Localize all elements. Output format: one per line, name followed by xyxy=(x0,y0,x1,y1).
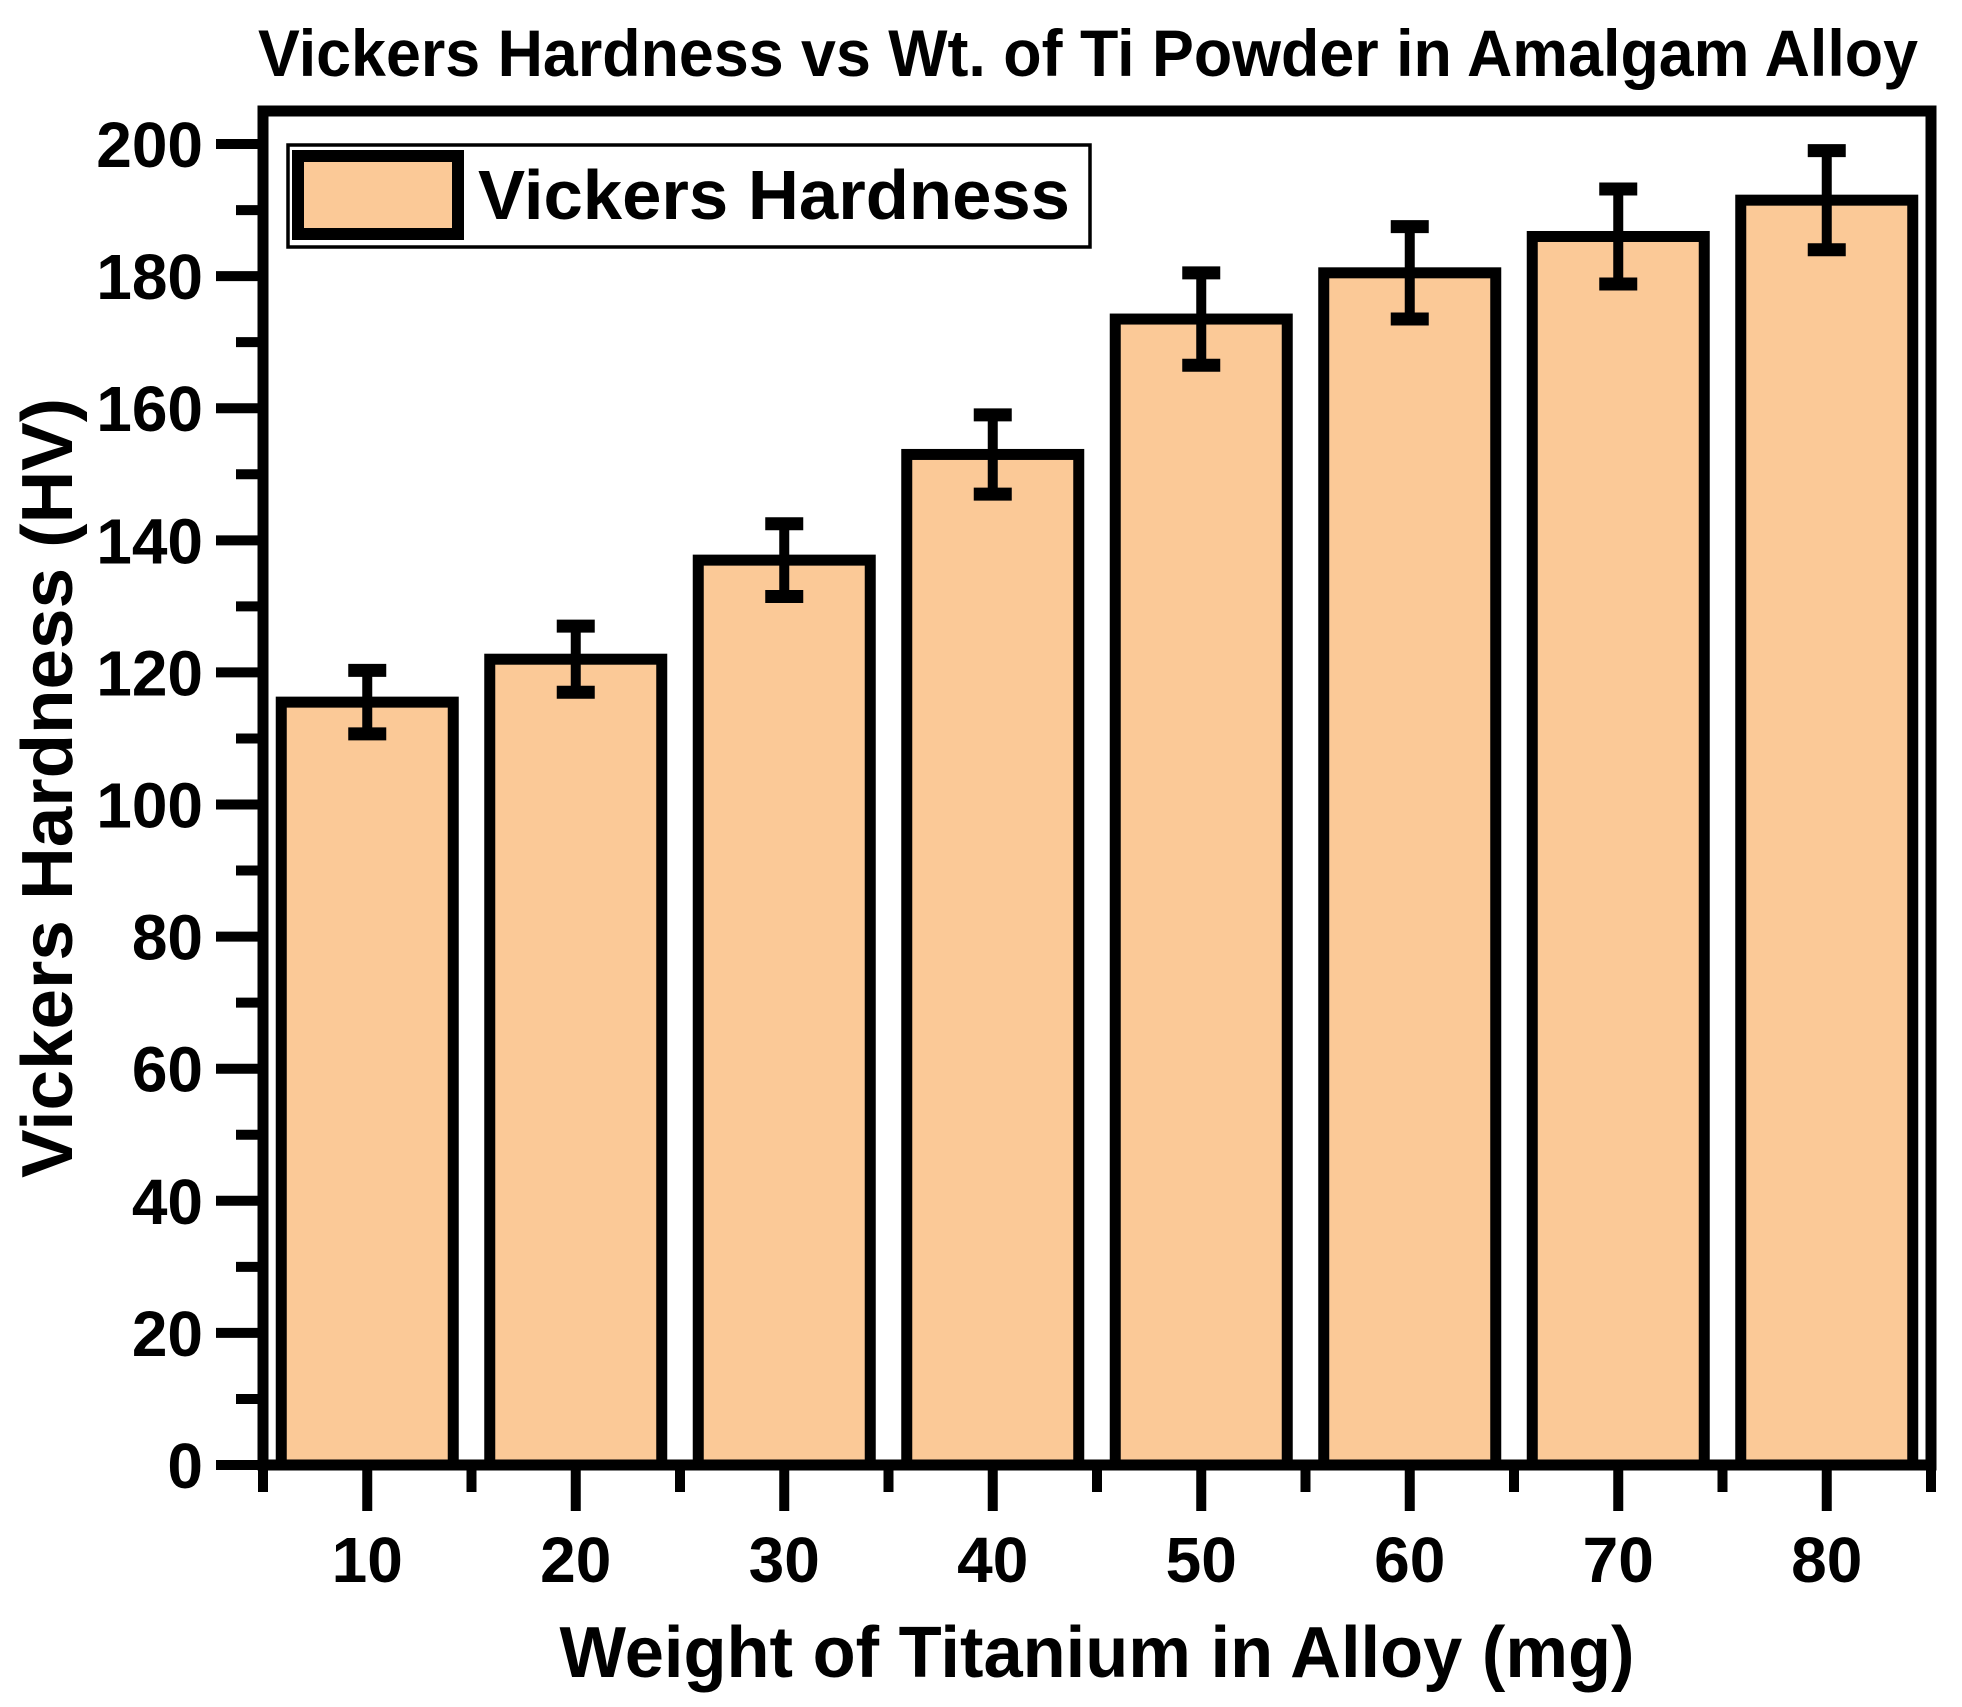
y-tick-label-60: 60 xyxy=(132,1034,203,1106)
x-tick-label-60: 60 xyxy=(1374,1524,1445,1596)
axis-ticks-layer: 0 20 40 60 80 100 120 140 160 180 200 10 20 30 40 50 60 7… xyxy=(96,109,1936,1596)
x-tick-label-70: 70 xyxy=(1583,1524,1654,1596)
x-tick-label-10: 10 xyxy=(332,1524,403,1596)
x-tick-label-80: 80 xyxy=(1791,1524,1862,1596)
y-tick-label-100: 100 xyxy=(96,770,203,842)
y-tick-label-0: 0 xyxy=(167,1430,203,1502)
bar-10mg xyxy=(275,696,459,1471)
bar-40mg xyxy=(901,448,1085,1471)
y-tick-label-200: 200 xyxy=(96,109,203,181)
x-tick-label-20: 20 xyxy=(540,1524,611,1596)
y-tick-label-160: 160 xyxy=(96,373,203,445)
legend-label: Vickers Hardness xyxy=(478,156,1070,234)
y-tick-label-80: 80 xyxy=(132,902,203,974)
x-axis-title: Weight of Titanium in Alloy (mg) xyxy=(560,1613,1635,1693)
bar-30mg xyxy=(692,554,876,1471)
bar-60mg xyxy=(1318,267,1502,1471)
y-tick-label-180: 180 xyxy=(96,241,203,313)
bar-20mg xyxy=(484,653,668,1471)
legend: Vickers Hardness xyxy=(286,143,1092,249)
x-tick-label-40: 40 xyxy=(957,1524,1028,1596)
y-tick-label-20: 20 xyxy=(132,1298,203,1370)
x-tick-label-30: 30 xyxy=(749,1524,820,1596)
y-tick-label-40: 40 xyxy=(132,1166,203,1238)
chart-title: Vickers Hardness vs Wt. of Ti Powder in … xyxy=(258,16,1918,90)
bar-50mg xyxy=(1109,313,1293,1471)
x-tick-label-50: 50 xyxy=(1166,1524,1237,1596)
bars-layer xyxy=(275,194,1919,1471)
y-axis-title: Vickers Hardness (HV) xyxy=(8,398,88,1178)
bar-80mg xyxy=(1735,194,1919,1471)
legend-swatch xyxy=(292,150,464,240)
bar-70mg xyxy=(1526,230,1710,1471)
y-tick-label-140: 140 xyxy=(96,505,203,577)
error-bars-layer xyxy=(348,144,1846,741)
y-tick-label-120: 120 xyxy=(96,637,203,709)
